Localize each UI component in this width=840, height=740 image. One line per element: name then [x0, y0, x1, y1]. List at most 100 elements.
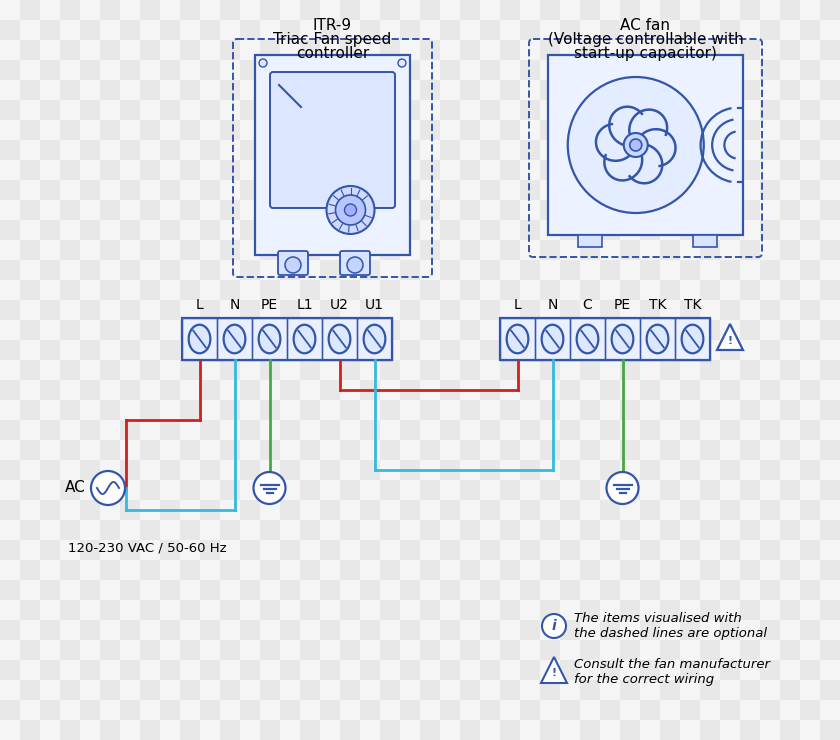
Bar — [660, 300, 680, 320]
Bar — [480, 280, 500, 300]
Bar — [820, 520, 840, 540]
Bar — [480, 0, 500, 20]
Bar — [400, 520, 420, 540]
Bar — [740, 300, 760, 320]
Bar — [640, 660, 660, 680]
Bar — [380, 140, 400, 160]
Bar — [260, 0, 280, 20]
Bar — [420, 200, 440, 220]
Bar — [820, 620, 840, 640]
Bar — [300, 580, 320, 600]
Bar — [100, 360, 120, 380]
Bar — [0, 60, 20, 80]
Bar — [620, 100, 640, 120]
Bar — [120, 220, 140, 240]
Bar — [360, 0, 380, 20]
Bar — [160, 360, 180, 380]
Bar — [340, 600, 360, 620]
Bar — [460, 320, 480, 340]
Bar — [100, 400, 120, 420]
Bar — [680, 160, 700, 180]
Bar — [340, 680, 360, 700]
Bar — [440, 100, 460, 120]
Bar — [200, 540, 220, 560]
Bar — [0, 120, 20, 140]
Bar — [280, 80, 300, 100]
Bar — [760, 120, 780, 140]
Bar — [720, 180, 740, 200]
Bar — [680, 40, 700, 60]
Bar — [740, 200, 760, 220]
Bar — [560, 700, 580, 720]
Bar — [320, 420, 340, 440]
Bar — [760, 720, 780, 740]
Bar — [540, 200, 560, 220]
Text: start-up capacitor): start-up capacitor) — [574, 46, 717, 61]
Bar — [140, 340, 160, 360]
Bar — [220, 0, 240, 20]
Bar — [540, 640, 560, 660]
Bar — [580, 540, 600, 560]
Bar — [320, 40, 340, 60]
Bar — [80, 440, 100, 460]
Bar — [40, 340, 60, 360]
Bar — [520, 280, 540, 300]
Bar — [0, 380, 20, 400]
Bar — [660, 60, 680, 80]
Bar — [440, 120, 460, 140]
Bar — [200, 200, 220, 220]
Bar — [460, 680, 480, 700]
Bar — [160, 120, 180, 140]
Bar — [120, 320, 140, 340]
Bar — [580, 500, 600, 520]
Bar — [660, 580, 680, 600]
Bar — [280, 440, 300, 460]
Bar — [300, 400, 320, 420]
Bar — [0, 580, 20, 600]
Bar — [80, 380, 100, 400]
Bar — [260, 580, 280, 600]
Bar — [180, 440, 200, 460]
Bar — [740, 140, 760, 160]
Bar — [80, 300, 100, 320]
Bar — [340, 40, 360, 60]
Bar — [740, 720, 760, 740]
Bar — [220, 180, 240, 200]
Bar — [540, 500, 560, 520]
Bar — [480, 580, 500, 600]
Bar — [680, 460, 700, 480]
Bar — [160, 160, 180, 180]
Bar — [0, 340, 20, 360]
Bar — [200, 220, 220, 240]
Bar — [660, 240, 680, 260]
Bar — [700, 400, 720, 420]
Bar — [180, 40, 200, 60]
Bar — [560, 20, 580, 40]
Bar — [740, 380, 760, 400]
Bar — [420, 80, 440, 100]
Bar — [520, 540, 540, 560]
Bar — [120, 460, 140, 480]
Bar — [120, 40, 140, 60]
Bar — [400, 320, 420, 340]
Bar — [500, 700, 520, 720]
Bar — [720, 100, 740, 120]
Bar — [600, 260, 620, 280]
Bar — [80, 720, 100, 740]
Bar — [220, 460, 240, 480]
Bar — [600, 680, 620, 700]
Bar — [460, 400, 480, 420]
Bar — [620, 80, 640, 100]
Ellipse shape — [223, 325, 245, 353]
Bar — [540, 140, 560, 160]
Bar — [320, 680, 340, 700]
Bar — [60, 60, 80, 80]
Bar — [60, 180, 80, 200]
Bar — [780, 640, 800, 660]
Bar — [0, 600, 20, 620]
Bar — [140, 0, 160, 20]
Bar — [760, 0, 780, 20]
Bar — [300, 720, 320, 740]
Bar — [340, 720, 360, 740]
Bar — [280, 520, 300, 540]
